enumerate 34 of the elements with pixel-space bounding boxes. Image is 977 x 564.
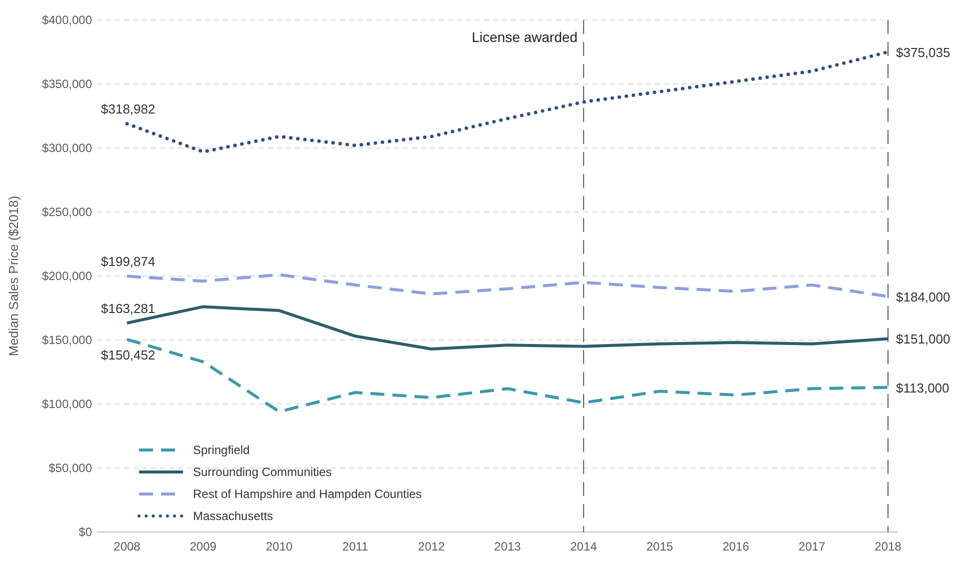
x-tick-label: 2013 — [494, 540, 522, 554]
y-tick-label: $150,000 — [42, 332, 92, 347]
x-tick-label: 2009 — [190, 540, 217, 554]
y-tick-label: $0 — [78, 524, 92, 539]
data-label: $375,035 — [896, 44, 950, 60]
x-tick-label: 2014 — [570, 540, 598, 554]
x-tick-label: 2018 — [874, 540, 902, 554]
y-tick-label: $250,000 — [42, 204, 92, 219]
y-tick-label: $100,000 — [42, 396, 92, 411]
data-label: $150,452 — [101, 347, 156, 362]
data-label: $184,000 — [896, 289, 950, 304]
x-tick-label: 2017 — [798, 540, 826, 554]
y-tick-label: $200,000 — [42, 268, 92, 283]
y-axis-title: Median Sales Price ($2018) — [6, 196, 21, 356]
legend-label: Springfield — [193, 443, 250, 457]
ref-line-label: License awarded — [472, 29, 578, 45]
data-label: $318,982 — [101, 102, 156, 117]
x-tick-label: 2016 — [722, 540, 750, 554]
x-tick-label: 2011 — [342, 540, 369, 554]
x-tick-label: 2008 — [114, 540, 141, 554]
legend-label: Rest of Hampshire and Hampden Counties — [193, 487, 422, 501]
y-tick-label: $300,000 — [42, 140, 92, 155]
y-tick-label: $50,000 — [48, 460, 92, 475]
data-label: $113,000 — [896, 380, 950, 396]
data-label: $151,000 — [896, 332, 950, 347]
x-tick-label: 2010 — [266, 540, 293, 554]
y-tick-label: $400,000 — [42, 12, 92, 27]
y-tick-label: $350,000 — [42, 76, 92, 91]
x-tick-label: 2015 — [646, 540, 674, 554]
x-tick-label: 2012 — [418, 540, 446, 554]
legend-label: Surrounding Communities — [193, 465, 332, 479]
legend-label: Massachusetts — [193, 509, 274, 523]
data-label: $199,874 — [101, 254, 156, 270]
data-label: $163,281 — [101, 301, 156, 316]
